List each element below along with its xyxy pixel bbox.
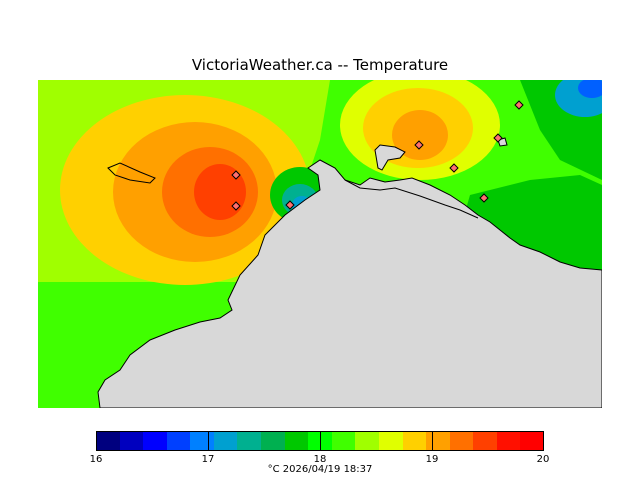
legend-swatch (378, 431, 404, 451)
station-marker (493, 133, 503, 143)
temperature-map (38, 80, 602, 408)
land-saanich-peninsula (374, 144, 406, 171)
legend-swatch (213, 431, 238, 451)
legend-swatch (426, 431, 451, 451)
warm-west-red (194, 164, 246, 220)
legend-swatch (355, 431, 380, 451)
station-marker (514, 100, 524, 110)
land-west-islet (107, 162, 156, 184)
legend-swatch (119, 431, 144, 451)
legend-tick-label: 18 (313, 454, 327, 465)
station-marker (414, 140, 424, 150)
legend-tick-label: 16 (89, 454, 103, 465)
station-marker (231, 201, 241, 211)
station-marker (449, 163, 459, 173)
legend-swatch (284, 431, 309, 451)
legend-swatch (449, 431, 474, 451)
legend-tick-label: 19 (425, 454, 439, 465)
legend-caption: °C 2026/04/19 18:37 (267, 464, 373, 475)
legend-tick (543, 431, 544, 451)
legend-swatch (520, 431, 545, 451)
station-marker (231, 170, 241, 180)
legend-swatch (473, 431, 498, 451)
legend-tick (432, 431, 433, 451)
station-marker (479, 193, 489, 203)
legend-swatch (261, 431, 286, 451)
station-marker (285, 200, 295, 210)
legend-swatch (237, 431, 262, 451)
legend-swatch (331, 431, 356, 451)
legend-swatch (496, 431, 521, 451)
map-title: VictoriaWeather.ca -- Temperature (191, 56, 449, 74)
warm-east-orange (392, 110, 448, 160)
legend-swatch (166, 431, 191, 451)
station-markers (231, 100, 524, 211)
legend-tick (320, 431, 321, 451)
legend-swatch (96, 431, 121, 451)
land-vancouver-island (97, 159, 602, 408)
legend-tick (96, 431, 97, 451)
cool-ne-blue (578, 80, 602, 98)
legend-swatch (143, 431, 168, 451)
legend-tick (208, 431, 209, 451)
legend-swatch (190, 431, 215, 451)
legend-tick-label: 20 (536, 454, 550, 465)
legend-tick-label: 17 (201, 454, 215, 465)
legend-swatch (402, 431, 427, 451)
coastline-inlet (344, 179, 479, 219)
